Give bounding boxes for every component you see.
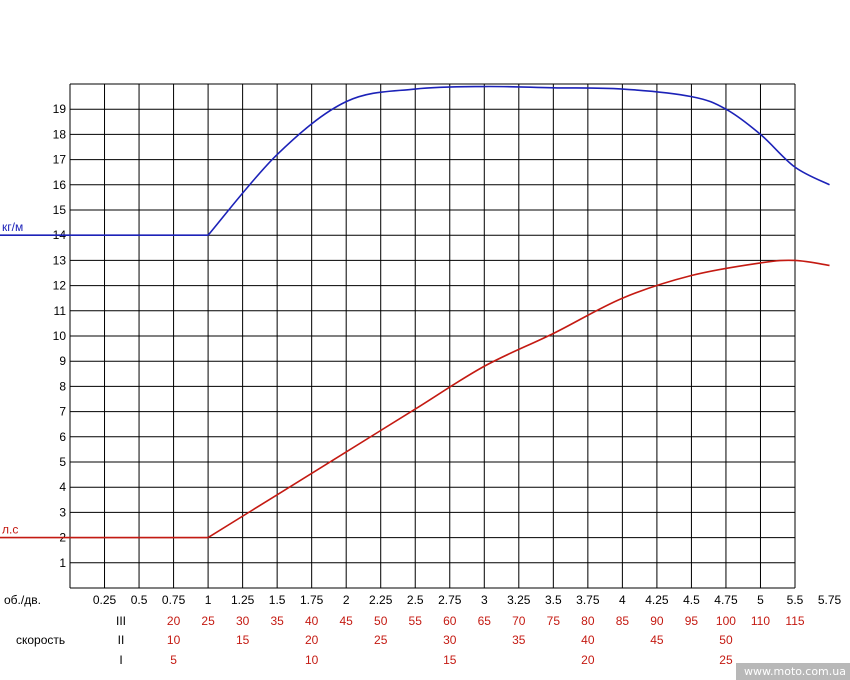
- x-tick-label: 5: [757, 593, 764, 607]
- y-tick-label: 19: [53, 102, 67, 116]
- series-label: кг/м: [2, 220, 23, 234]
- gear-speed-value: 10: [305, 653, 319, 667]
- gear-speed-value: 50: [719, 633, 733, 647]
- gear-speed-value: 75: [547, 614, 561, 628]
- gear-speed-value: 20: [581, 653, 595, 667]
- gear-speed-value: 40: [581, 633, 595, 647]
- x-tick-label: 2.75: [438, 593, 462, 607]
- gear-speed-value: 15: [236, 633, 250, 647]
- x-tick-label: 5.5: [787, 593, 804, 607]
- y-tick-label: 13: [53, 253, 67, 267]
- y-tick-label: 11: [54, 304, 67, 318]
- y-tick-label: 18: [53, 127, 67, 141]
- x-tick-label: 5.75: [818, 593, 842, 607]
- gear-speed-value: 80: [581, 614, 595, 628]
- gear-speed-value: 25: [201, 614, 215, 628]
- gear-speed-value: 10: [167, 633, 181, 647]
- gear-speed-value: 100: [716, 614, 736, 628]
- watermark: www.moto.com.ua: [736, 663, 850, 680]
- x-tick-label: 3.5: [545, 593, 562, 607]
- x-tick-label: 2.5: [407, 593, 424, 607]
- x-tick-label: 0.75: [162, 593, 186, 607]
- gear-speed-value: 70: [512, 614, 526, 628]
- y-tick-label: 7: [59, 405, 66, 419]
- y-tick-label: 5: [59, 455, 66, 469]
- x-tick-label: 2.25: [369, 593, 393, 607]
- x-axis-title: об./дв.: [4, 593, 41, 607]
- gear-speed-value: 50: [374, 614, 388, 628]
- x-tick-label: 1: [205, 593, 212, 607]
- x-tick-label: 4.5: [683, 593, 700, 607]
- y-tick-label: 4: [59, 480, 66, 494]
- gear-speed-value: 25: [719, 653, 733, 667]
- series-line: [207, 85, 830, 236]
- x-tick-label: 3: [481, 593, 488, 607]
- gear-label: III: [116, 614, 126, 628]
- gear-speed-value: 45: [650, 633, 664, 647]
- y-tick-label: 17: [53, 153, 67, 167]
- gear-speed-value: 40: [305, 614, 319, 628]
- x-tick-label: 1.5: [269, 593, 286, 607]
- gear-speed-value: 30: [236, 614, 250, 628]
- y-tick-label: 1: [59, 556, 66, 570]
- x-tick-label: 1.25: [231, 593, 255, 607]
- gear-speed-value: 5: [170, 653, 177, 667]
- speed-label: скорость: [16, 633, 65, 647]
- gear-speed-value: 115: [785, 614, 804, 628]
- x-tick-label: 0.5: [131, 593, 148, 607]
- gear-speed-value: 110: [751, 614, 770, 628]
- gear-speed-value: 35: [270, 614, 284, 628]
- gear-speed-value: 25: [374, 633, 388, 647]
- gear-speed-value: 65: [478, 614, 492, 628]
- series-label: л.с: [2, 523, 18, 537]
- x-tick-label: 4.75: [714, 593, 738, 607]
- x-tick-label: 2: [343, 593, 350, 607]
- y-tick-label: 8: [59, 379, 66, 393]
- gear-speed-value: 30: [443, 633, 457, 647]
- y-tick-label: 3: [59, 505, 66, 519]
- y-tick-label: 10: [53, 329, 67, 343]
- gear-speed-value: 85: [616, 614, 630, 628]
- y-tick-label: 16: [53, 178, 67, 192]
- gear-speed-value: 35: [512, 633, 526, 647]
- gear-speed-value: 20: [167, 614, 181, 628]
- series-line: [207, 259, 830, 539]
- x-tick-label: 3.75: [576, 593, 600, 607]
- gear-label: II: [118, 633, 125, 647]
- y-tick-label: 15: [53, 203, 67, 217]
- y-tick-label: 6: [59, 430, 66, 444]
- x-tick-label: 3.25: [507, 593, 531, 607]
- gear-speed-value: 45: [340, 614, 354, 628]
- gear-speed-value: 95: [685, 614, 699, 628]
- x-tick-label: 0.25: [93, 593, 117, 607]
- gear-label: I: [119, 653, 122, 667]
- y-tick-label: 12: [53, 279, 67, 293]
- gear-speed-value: 55: [409, 614, 423, 628]
- y-tick-label: 9: [59, 354, 66, 368]
- x-tick-label: 1.75: [300, 593, 324, 607]
- gear-speed-value: 15: [443, 653, 457, 667]
- x-tick-label: 4.25: [645, 593, 669, 607]
- x-tick-label: 4: [619, 593, 626, 607]
- gear-speed-value: 20: [305, 633, 319, 647]
- gear-speed-value: 90: [650, 614, 664, 628]
- gear-speed-value: 60: [443, 614, 457, 628]
